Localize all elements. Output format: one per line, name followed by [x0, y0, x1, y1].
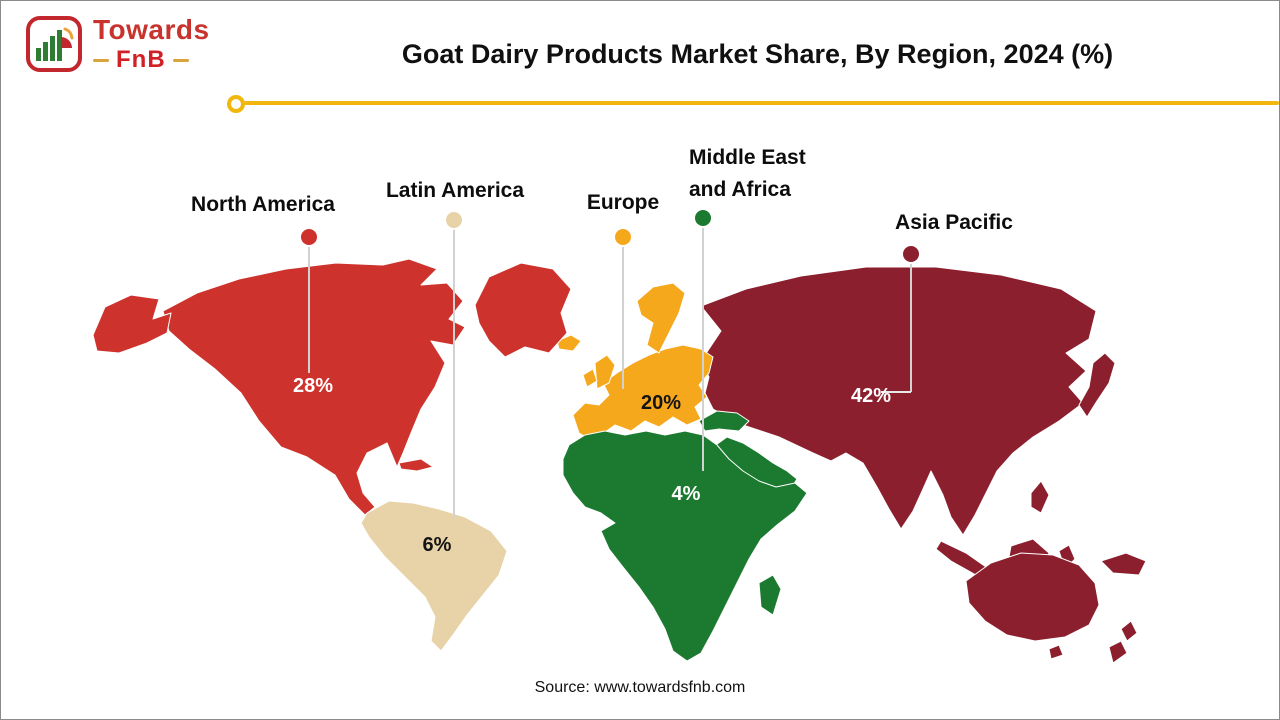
logo-dash-right: [172, 58, 189, 62]
chart-title: Goat Dairy Products Market Share, By Reg…: [401, 39, 1114, 69]
label-middle-east-africa: Middle East and Africa: [689, 146, 806, 201]
label-north-america: North America: [191, 193, 335, 216]
marker-dot-europe: [615, 229, 631, 245]
value-latin-america: 6%: [422, 534, 452, 556]
marker-dot-middle-east-africa: [695, 210, 711, 226]
region-asia-pacific: [700, 266, 1147, 664]
brand-name-bottom: FnB: [116, 46, 166, 73]
leader-line-middle-east-africa: [702, 226, 704, 471]
logo-dash-left: [93, 58, 109, 62]
accent-divider-line: [244, 101, 1279, 105]
marker-dot-latin-america: [446, 212, 462, 228]
value-middle-east-africa: 4%: [671, 483, 701, 505]
brand-logo-text: Towards FnB: [93, 16, 210, 72]
label-asia-pacific: Asia Pacific: [895, 211, 1013, 234]
leader-line-asia-pacific: [910, 262, 912, 392]
marker-dot-north-america: [301, 229, 317, 245]
label-europe: Europe: [586, 191, 660, 214]
value-north-america: 28%: [292, 375, 334, 397]
marker-dot-asia-pacific: [903, 246, 919, 262]
source-attribution: Source: www.towardsfnb.com: [534, 679, 746, 696]
value-asia-pacific: 42%: [850, 385, 892, 407]
brand-name-top: Towards: [93, 14, 210, 45]
leader-line-europe: [622, 245, 624, 389]
brand-logo: Towards FnB: [25, 15, 210, 73]
value-europe: 20%: [640, 392, 682, 414]
leader-line-north-america: [308, 245, 310, 373]
leader-line-latin-america: [453, 228, 455, 518]
region-latin-america: [360, 500, 508, 652]
label-latin-america: Latin America: [385, 179, 525, 202]
leader-line-asia-pacific-horizontal: [881, 391, 911, 393]
region-north-america: [92, 258, 572, 516]
accent-divider-ring: [227, 95, 245, 113]
region-europe: [556, 282, 714, 440]
brand-logo-icon: [26, 16, 82, 72]
region-middle-east-africa: [562, 410, 808, 662]
